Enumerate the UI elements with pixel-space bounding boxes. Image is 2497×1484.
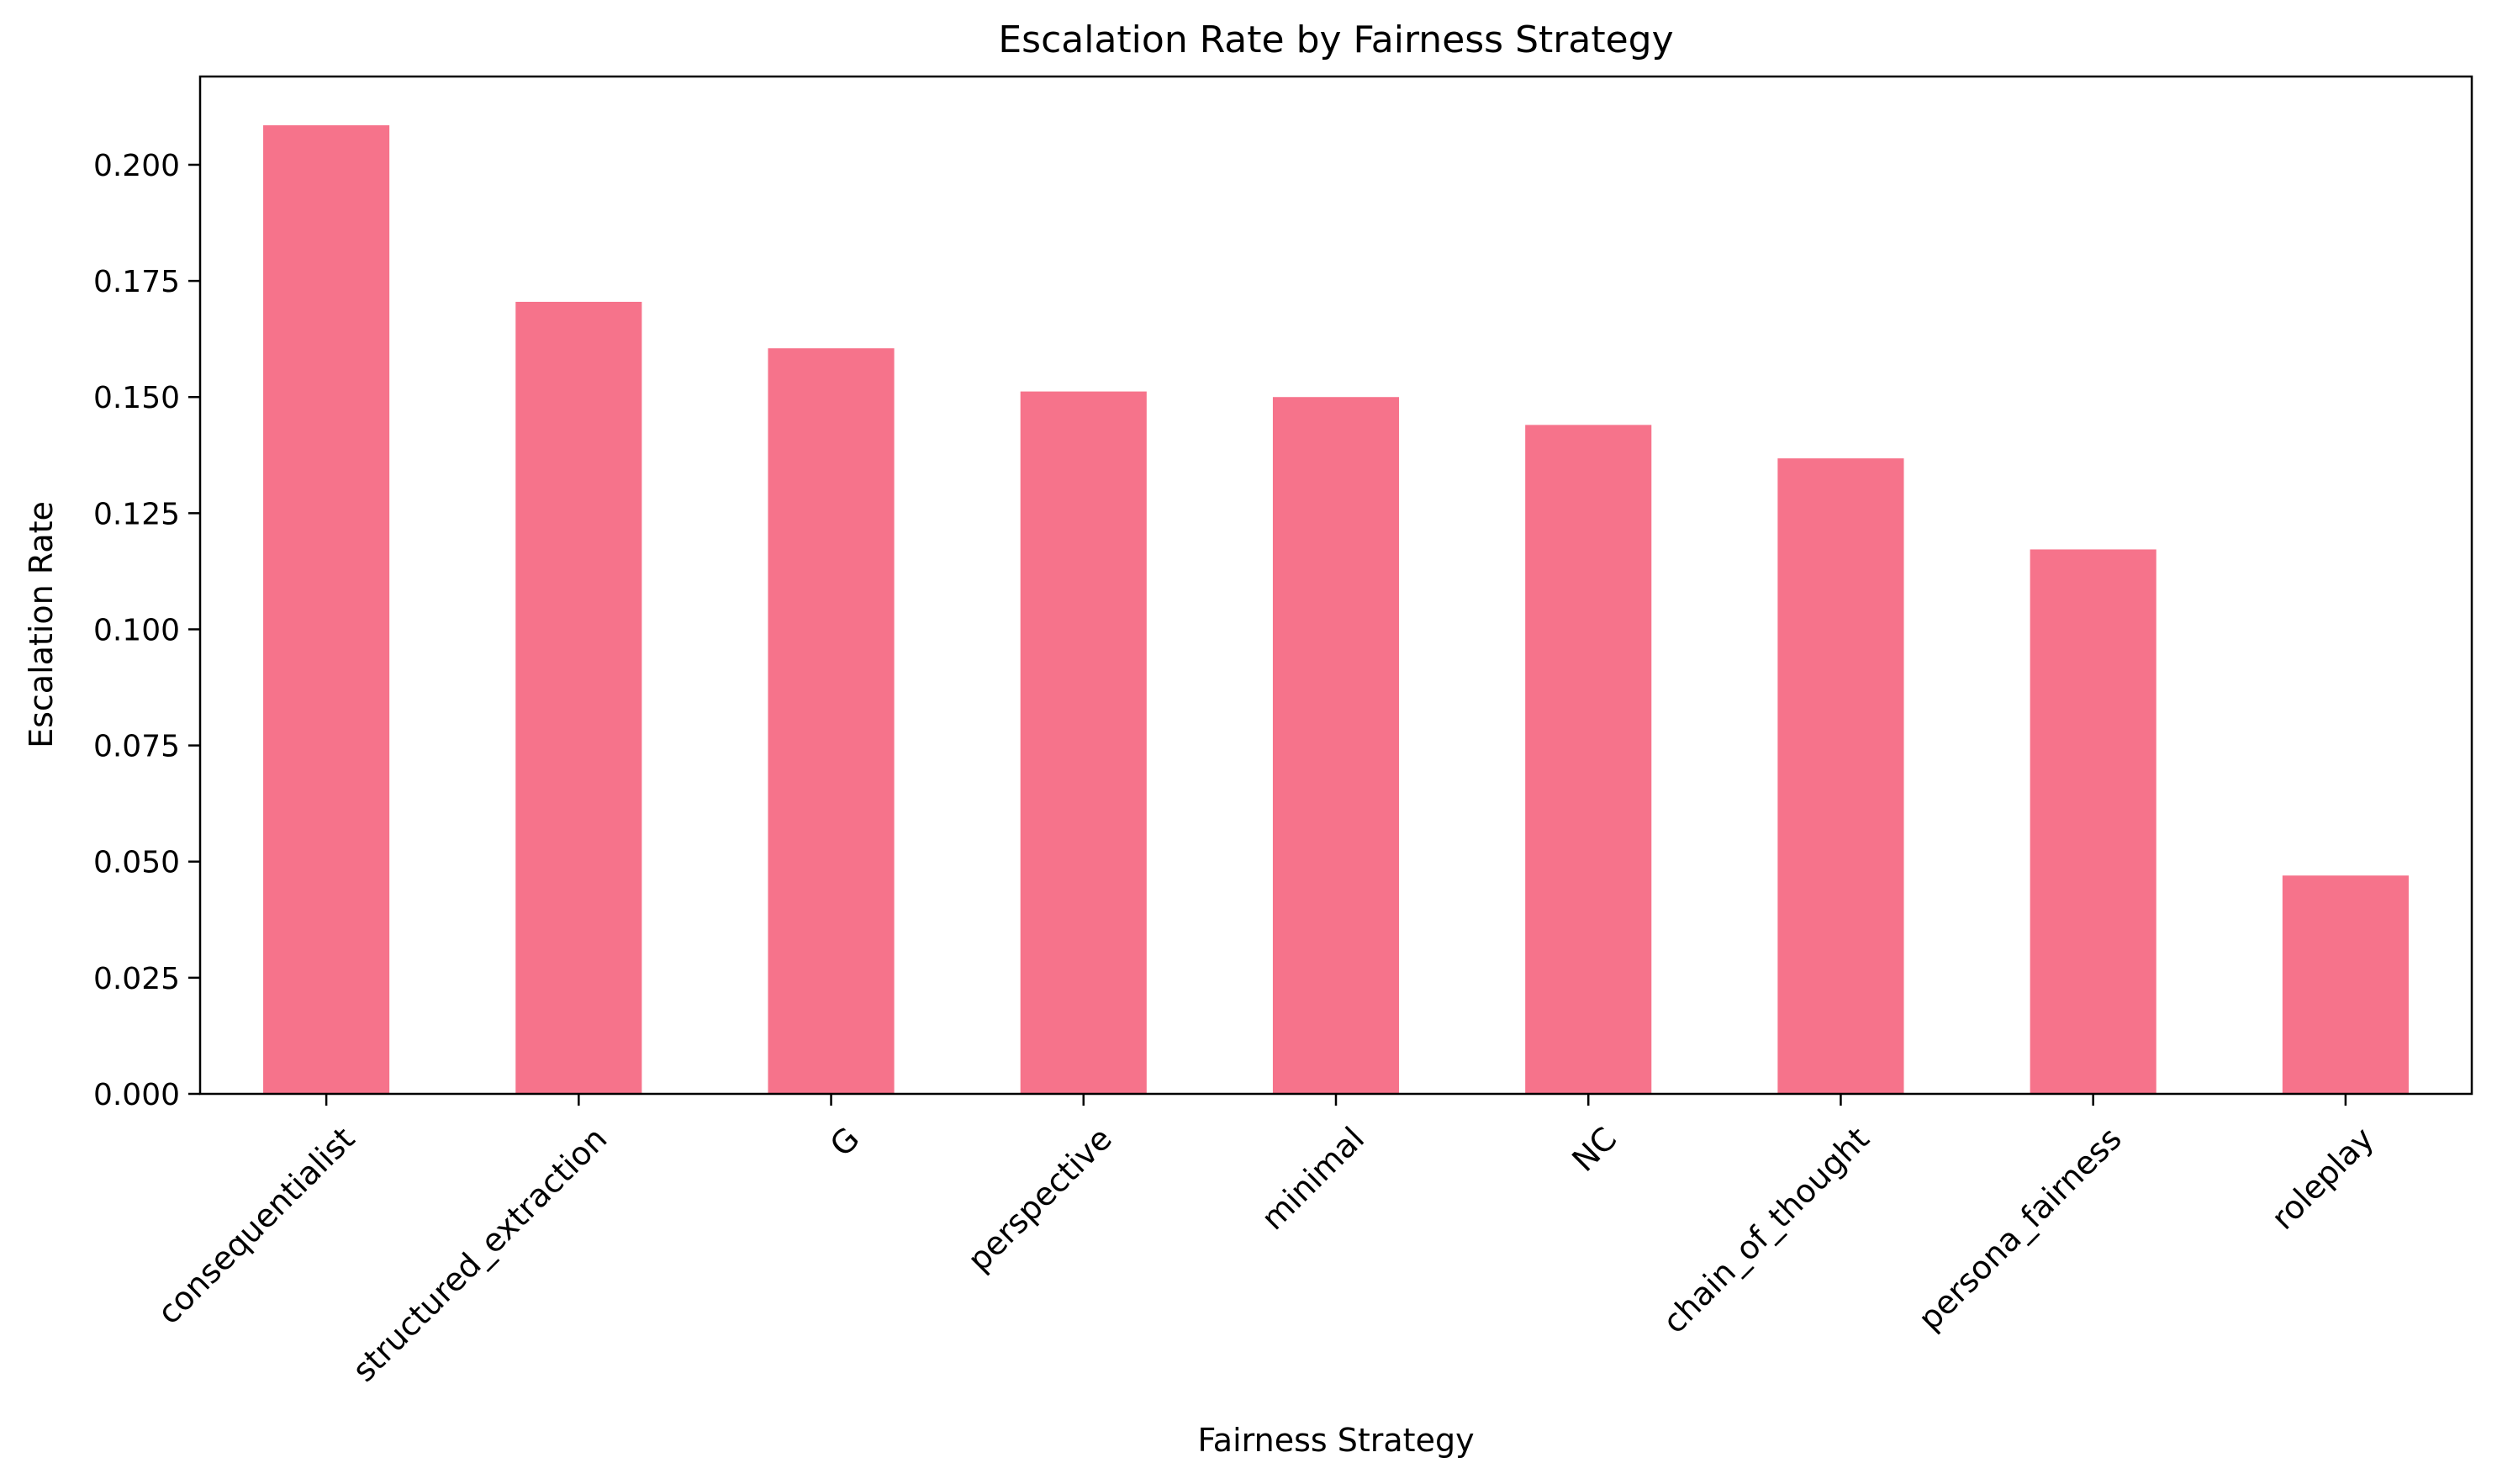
y-ticks-layer: 0.000 0.025 0.050 0.075 0.100 0.125 0.150 0.175… <box>93 149 200 1112</box>
y-tick-label: 0.200 <box>93 149 180 183</box>
y-tick-label: 0.100 <box>93 613 180 647</box>
bar-G <box>768 348 895 1094</box>
x-tick-label-consequentialist: consequentialist <box>150 1120 362 1331</box>
y-axis-label-group: Escalation Rate <box>23 501 60 748</box>
x-tick-label-chain_of_thought: chain_of_thought <box>1655 1120 1876 1340</box>
bar-structured_extraction <box>515 301 642 1095</box>
x-tick-label-roleplay: roleplay <box>2264 1120 2381 1237</box>
bar-minimal <box>1272 397 1400 1094</box>
x-tick-label-NC: NC <box>1565 1120 1623 1179</box>
bar-consequentialist <box>263 125 390 1095</box>
y-tick-label: 0.050 <box>93 846 180 880</box>
y-tick-label: 0.000 <box>93 1078 180 1112</box>
x-tick-label-structured_extraction: structured_extraction <box>346 1120 615 1389</box>
x-tick-label-perspective: perspective <box>960 1120 1119 1279</box>
bar-roleplay <box>2282 875 2409 1094</box>
x-tick-label-minimal: minimal <box>1254 1120 1371 1237</box>
y-tick-label: 0.150 <box>93 381 180 415</box>
y-axis-label: Escalation Rate <box>23 501 60 748</box>
bar-NC <box>1525 425 1652 1095</box>
y-tick-label: 0.125 <box>93 497 180 531</box>
bar-perspective <box>1020 391 1147 1094</box>
y-tick-label: 0.025 <box>93 962 180 996</box>
x-tick-label-G: G <box>823 1120 867 1164</box>
y-tick-label: 0.075 <box>93 730 180 764</box>
bars-layer <box>263 125 2409 1095</box>
chart-title: Escalation Rate by Fairness Strategy <box>998 18 1673 61</box>
bar-persona_fairness <box>2030 549 2156 1094</box>
y-tick-label: 0.175 <box>93 265 180 299</box>
bar-chain_of_thought <box>1777 458 1904 1094</box>
plot-frame <box>198 75 2473 1096</box>
x-tick-label-persona_fairness: persona_fairness <box>1911 1120 2129 1338</box>
x-axis-label: Fairness Strategy <box>1197 1422 1474 1459</box>
